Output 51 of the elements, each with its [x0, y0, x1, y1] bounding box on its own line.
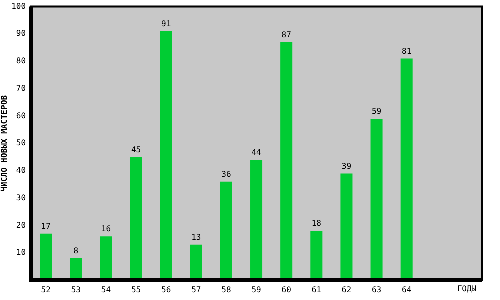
- bar: [280, 42, 293, 280]
- bar: [220, 182, 232, 280]
- y-tick-label: 20: [16, 220, 26, 230]
- y-tick-label: 60: [16, 111, 26, 120]
- bar: [70, 258, 82, 280]
- data-label: 45: [131, 145, 142, 154]
- data-label: 13: [192, 232, 202, 242]
- data-label: 87: [282, 30, 292, 40]
- data-label: 44: [252, 148, 262, 158]
- bar: [100, 236, 112, 280]
- data-label: 16: [101, 224, 112, 234]
- bar: [130, 157, 142, 280]
- y-tick-label: 40: [16, 166, 26, 176]
- x-tick-label: 55: [131, 285, 142, 294]
- x-tick-label: 61: [312, 285, 322, 294]
- data-label: 17: [41, 222, 52, 231]
- x-tick-label: 52: [41, 285, 52, 294]
- x-tick-label: 63: [372, 285, 382, 294]
- x-tick-label: 60: [282, 285, 292, 294]
- x-tick-label: 56: [162, 285, 172, 294]
- data-label: 91: [162, 20, 172, 28]
- x-tick-label: 57: [192, 285, 202, 294]
- x-tick-label: 59: [252, 285, 262, 294]
- bar: [190, 244, 202, 280]
- x-axis-title: ГОДЫ: [457, 284, 477, 294]
- y-tick-label: 30: [16, 193, 26, 202]
- bar: [160, 31, 172, 280]
- y-tick-label: 100: [12, 2, 26, 11]
- data-label: 81: [402, 46, 412, 56]
- y-tick-label: 70: [16, 84, 26, 93]
- y-tick-label: 80: [16, 56, 26, 66]
- y-tick-label: 50: [16, 138, 26, 148]
- bar: [40, 234, 52, 280]
- y-tick-label: 90: [16, 29, 26, 38]
- x-tick-label: 53: [71, 285, 82, 294]
- bar: [400, 58, 413, 280]
- data-label: 8: [74, 246, 79, 256]
- y-axis-title: ЧИСЛО НОВЫХ МАСТЕРОВ: [0, 95, 9, 192]
- x-tick-label: 64: [402, 285, 412, 294]
- bar: [340, 174, 353, 280]
- data-label: 36: [222, 170, 232, 179]
- bar: [370, 118, 383, 280]
- data-label: 59: [372, 107, 382, 116]
- x-tick-label: 58: [222, 285, 232, 294]
- data-label: 39: [342, 162, 352, 171]
- x-tick-label: 54: [101, 285, 112, 294]
- x-tick-label: 62: [342, 285, 352, 294]
- bar: [310, 231, 323, 280]
- data-label: 18: [312, 219, 322, 228]
- bar: [250, 160, 263, 280]
- y-tick-label: 10: [16, 248, 26, 258]
